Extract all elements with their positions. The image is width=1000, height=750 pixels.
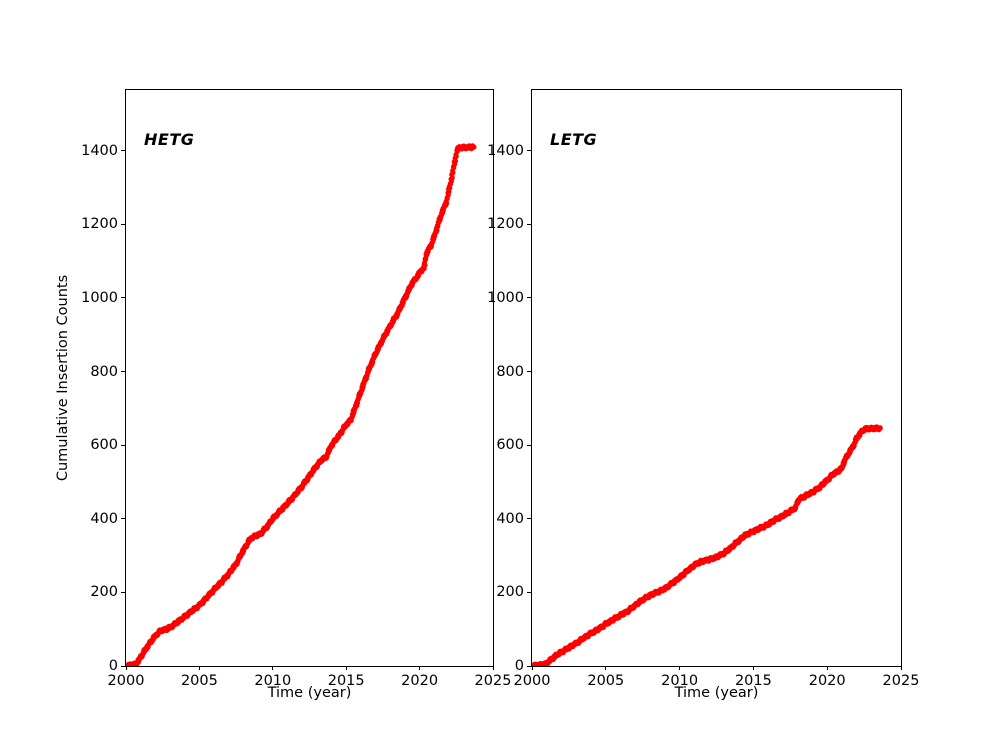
x-tick-label: 2000 xyxy=(513,673,551,689)
x-axis-label: Time (year) xyxy=(267,685,352,701)
x-tick-label: 2010 xyxy=(661,673,699,689)
hetg-subplot: HETG Time (year) 2000 2005 2010 2015 2020 202… xyxy=(81,89,511,701)
y-tick-label: 1200 xyxy=(81,216,118,233)
x-tick xyxy=(679,666,681,670)
y-tick-label: 0 xyxy=(108,658,118,674)
hetg-scatter-plot xyxy=(126,143,477,666)
x-tick-label: 2015 xyxy=(327,673,365,689)
y-tick-label: 400 xyxy=(90,510,118,527)
letg-annotation: LETG xyxy=(550,130,598,149)
x-tick xyxy=(492,666,494,670)
y-tick-label: 600 xyxy=(90,437,118,454)
x-tick xyxy=(605,666,607,670)
y-tick-label: 600 xyxy=(496,437,524,454)
x-tick-label: 2025 xyxy=(474,673,512,689)
y-tick xyxy=(527,665,531,667)
x-tick-label: 2020 xyxy=(808,673,846,689)
x-tick-label: 2000 xyxy=(107,673,145,689)
y-tick xyxy=(121,591,125,593)
y-tick-label: 200 xyxy=(90,584,118,601)
x-tick-label: 2020 xyxy=(401,673,439,689)
x-tick-label: 2005 xyxy=(180,673,218,689)
x-tick xyxy=(198,666,200,670)
y-tick xyxy=(527,297,531,299)
y-tick-label: 800 xyxy=(496,363,524,380)
y-tick xyxy=(121,665,125,667)
y-tick-label: 800 xyxy=(90,363,118,380)
y-tick-label: 1200 xyxy=(487,216,524,233)
hetg-annotation: HETG xyxy=(144,130,195,149)
y-axis-label: Cumulative Insertion Counts xyxy=(55,274,71,482)
y-tick xyxy=(121,518,125,520)
x-axis-label: Time (year) xyxy=(674,685,759,701)
y-tick-label: 1000 xyxy=(81,289,118,306)
x-tick xyxy=(345,666,347,670)
y-tick xyxy=(527,223,531,225)
x-tick xyxy=(752,666,754,670)
y-tick xyxy=(527,371,531,373)
y-tick xyxy=(121,150,125,152)
x-tick-label: 2010 xyxy=(254,673,292,689)
y-tick-label: 1400 xyxy=(81,142,118,159)
y-tick-label: 1000 xyxy=(487,289,524,306)
y-tick xyxy=(121,297,125,299)
y-tick xyxy=(121,444,125,446)
y-tick xyxy=(527,150,531,152)
y-tick xyxy=(121,223,125,225)
x-tick xyxy=(125,666,127,670)
x-tick-label: 2015 xyxy=(734,673,772,689)
x-tick-label: 2005 xyxy=(587,673,625,689)
letg-subplot: LETG Time (year) 2000 2005 2010 2015 2020 202… xyxy=(487,89,919,701)
x-tick xyxy=(531,666,533,670)
y-tick-label: 0 xyxy=(514,658,524,674)
y-tick xyxy=(121,371,125,373)
x-tick xyxy=(826,666,828,670)
letg-scatter-plot xyxy=(532,424,883,666)
y-tick-label: 200 xyxy=(496,584,524,601)
x-tick-label: 2025 xyxy=(882,673,920,689)
y-tick xyxy=(527,591,531,593)
x-tick xyxy=(900,666,902,670)
y-tick-label: 1400 xyxy=(487,142,524,159)
x-tick xyxy=(419,666,421,670)
y-tick xyxy=(527,444,531,446)
x-tick xyxy=(272,666,274,670)
y-tick xyxy=(527,518,531,520)
y-tick-label: 400 xyxy=(496,510,524,527)
